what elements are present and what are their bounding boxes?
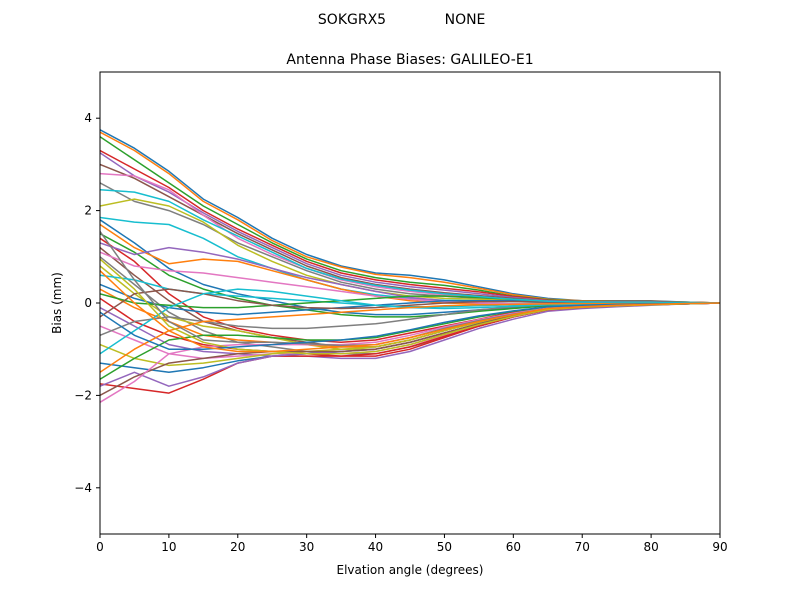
- y-axis-label: Bias (mm): [50, 272, 64, 334]
- x-tick-label: 0: [96, 540, 104, 554]
- series-line-32: [100, 302, 720, 373]
- chart-title: Antenna Phase Biases: GALILEO-E1: [286, 52, 533, 68]
- x-tick-label: 50: [437, 540, 452, 554]
- x-tick-label: 20: [230, 540, 245, 554]
- series-line-41: [100, 302, 720, 350]
- series-layer: [100, 129, 720, 403]
- series-line-42: [100, 270, 720, 353]
- suptitle-left: SOKGRX5: [318, 12, 386, 28]
- x-tick-label: 90: [712, 540, 727, 554]
- y-tick-label: 2: [84, 204, 92, 218]
- y-axis: −4 −2 0 2 4: [74, 111, 100, 495]
- suptitle-right: NONE: [445, 12, 486, 28]
- x-tick-label: 60: [506, 540, 521, 554]
- x-tick-label: 80: [643, 540, 658, 554]
- y-tick-label: −4: [74, 481, 92, 495]
- series-line-25: [100, 302, 720, 360]
- y-tick-label: −2: [74, 388, 92, 402]
- y-tick-label: 0: [84, 296, 92, 310]
- x-axis-label: Elvation angle (degrees): [337, 563, 484, 577]
- x-tick-label: 30: [299, 540, 314, 554]
- x-tick-label: 40: [368, 540, 383, 554]
- y-tick-label: 4: [84, 111, 92, 125]
- x-tick-label: 10: [161, 540, 176, 554]
- x-tick-label: 70: [575, 540, 590, 554]
- x-axis: 0 10 20 30 40 50 60 70 80 90: [96, 534, 728, 554]
- series-line-40: [100, 189, 720, 304]
